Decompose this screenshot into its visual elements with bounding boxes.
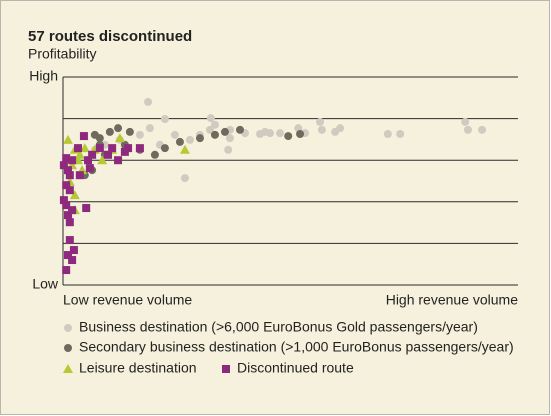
point	[105, 127, 114, 136]
point	[144, 97, 153, 106]
x-tick-label: Low revenue volume	[63, 292, 192, 308]
point	[224, 145, 233, 154]
point	[180, 174, 189, 183]
point	[74, 149, 85, 159]
point	[62, 266, 71, 275]
legend-marker	[64, 344, 72, 352]
point	[63, 134, 74, 144]
point	[195, 134, 204, 143]
point	[85, 164, 94, 173]
legend-label: Secondary business destination (>1,000 E…	[79, 339, 514, 355]
point	[62, 181, 71, 190]
plot: Low High Low revenue volume High revenue vo…	[29, 68, 518, 308]
point	[79, 132, 88, 141]
point	[65, 171, 74, 180]
point	[69, 190, 80, 200]
y-tick-label: High	[29, 68, 58, 84]
point	[65, 218, 74, 227]
point	[69, 246, 78, 255]
y-axis-label: Profitability	[28, 46, 96, 62]
point	[160, 144, 169, 153]
point	[114, 156, 123, 165]
point	[210, 130, 219, 139]
point	[114, 133, 125, 143]
point	[59, 161, 68, 170]
point	[179, 144, 190, 154]
point	[88, 150, 97, 159]
point	[95, 144, 104, 153]
point	[59, 196, 68, 205]
point	[75, 171, 84, 180]
point	[68, 206, 77, 215]
point	[185, 135, 194, 144]
point	[104, 150, 113, 159]
point	[65, 236, 74, 245]
point	[114, 124, 123, 133]
point	[64, 211, 73, 220]
point	[120, 147, 129, 156]
legend-label: Discontinued route	[237, 360, 354, 376]
point	[125, 127, 134, 136]
point	[175, 137, 184, 146]
point	[79, 143, 90, 153]
point	[331, 127, 340, 136]
point	[62, 154, 71, 163]
point	[206, 114, 215, 123]
point	[396, 129, 405, 138]
point	[108, 144, 117, 153]
point	[62, 201, 71, 210]
point	[170, 130, 179, 139]
point	[461, 117, 470, 126]
point	[261, 127, 270, 136]
point	[160, 115, 169, 124]
point	[82, 204, 91, 213]
point	[220, 127, 229, 136]
legend-marker	[63, 364, 73, 373]
legend-marker	[222, 365, 230, 373]
point	[64, 251, 73, 260]
point	[225, 134, 234, 143]
point	[235, 125, 244, 134]
point	[97, 155, 108, 165]
point	[205, 125, 214, 134]
point	[135, 130, 144, 139]
point	[68, 156, 77, 165]
point	[478, 125, 487, 134]
point	[383, 129, 392, 138]
point	[95, 134, 104, 143]
chart-title: 57 routes discontinued	[28, 28, 192, 45]
point	[276, 129, 285, 138]
point	[68, 256, 77, 265]
point	[296, 129, 305, 138]
point	[145, 124, 154, 133]
point	[65, 186, 74, 195]
point	[74, 144, 83, 153]
point	[210, 120, 219, 129]
y-tick-label: Low	[32, 276, 59, 292]
point	[463, 125, 472, 134]
point	[150, 150, 159, 159]
legend-marker	[64, 324, 72, 332]
point	[316, 117, 325, 126]
point	[64, 166, 73, 175]
point	[135, 144, 144, 153]
point	[84, 156, 93, 165]
legend-label: Leisure destination	[79, 360, 197, 376]
point	[284, 132, 293, 141]
legend-label: Business destination (>6,000 EuroBonus G…	[79, 319, 478, 335]
legend: Business destination (>6,000 EuroBonus G…	[63, 319, 514, 376]
point	[317, 125, 326, 134]
x-tick-label: High revenue volume	[386, 292, 519, 308]
